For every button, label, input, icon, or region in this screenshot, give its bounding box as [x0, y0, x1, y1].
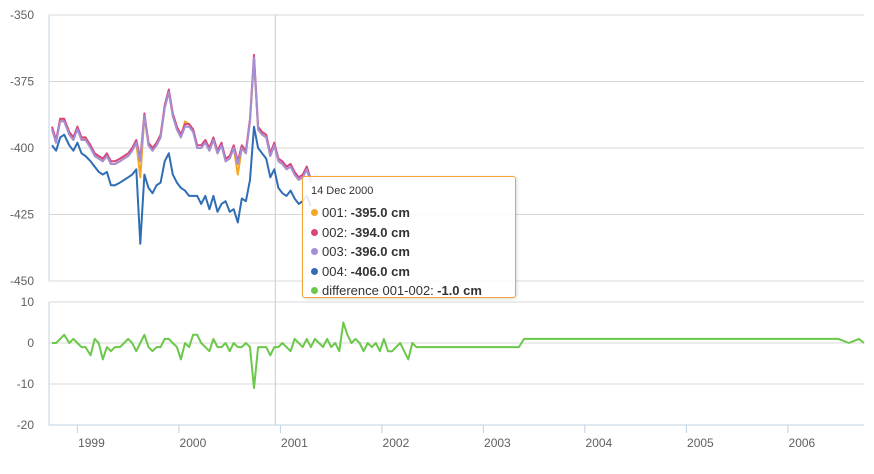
chart-tooltip: 14 Dec 2000 001: -395.0 cm 002: -394.0 c… [302, 176, 516, 298]
series-marker-icon [311, 248, 318, 255]
tooltip-row: 003: -396.0 cm [311, 242, 507, 262]
y-tick-label: 10 [21, 295, 35, 309]
tooltip-series-name: difference 001-002: [322, 283, 434, 298]
y-tick-label: -450 [10, 274, 34, 288]
y-tick-label: -425 [10, 208, 34, 222]
series-line-003 [51, 56, 312, 183]
x-tick-label: 2001 [281, 436, 308, 450]
series-line-001 [51, 59, 312, 183]
y-tick-label: -375 [10, 75, 34, 89]
series-line-004 [51, 125, 312, 245]
y-tick-label: -400 [10, 141, 34, 155]
x-tick-label: 2000 [180, 436, 207, 450]
x-tick-label: 2003 [484, 436, 511, 450]
tooltip-row: difference 001-002: -1.0 cm [311, 281, 507, 301]
x-tick-label: 2002 [383, 436, 410, 450]
x-tick-label: 1999 [78, 436, 105, 450]
tooltip-date: 14 Dec 2000 [311, 185, 374, 197]
y-tick-label: 0 [27, 336, 34, 350]
tooltip-series-name: 003: [322, 244, 348, 259]
series-marker-icon [311, 267, 318, 275]
series-marker-icon [311, 209, 318, 216]
tooltip-series-value: -396.0 cm [350, 244, 410, 259]
tooltip-series-name: 001: [322, 205, 348, 220]
tooltip-series-name: 002: [322, 224, 348, 240]
series-marker-icon [311, 228, 318, 236]
tooltip-series-value: -394.0 cm [350, 224, 410, 240]
series-marker-icon [311, 287, 318, 294]
tooltip-row: 004: -406.0 cm [311, 262, 507, 282]
series-line-difference-001-002 [52, 321, 865, 390]
tooltip-series-name: 004: [322, 263, 348, 279]
tooltip-series-value: -395.0 cm [350, 205, 410, 220]
tooltip-row: 001: -395.0 cm [311, 203, 507, 223]
y-tick-label: -20 [17, 418, 35, 432]
x-tick-label: 2006 [789, 436, 816, 450]
x-tick-label: 2005 [687, 436, 714, 450]
tooltip-row: 002: -394.0 cm [311, 223, 507, 243]
x-tick-label: 2004 [586, 436, 613, 450]
y-tick-label: -10 [17, 377, 35, 391]
tooltip-series-value: -406.0 cm [350, 263, 410, 279]
y-tick-label: -350 [10, 8, 34, 22]
tooltip-series-value: -1.0 cm [437, 283, 482, 298]
